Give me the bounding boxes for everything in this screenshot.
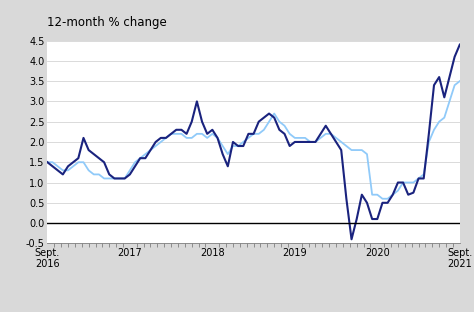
Legend: CPI, CPI excluding gasoline: CPI, CPI excluding gasoline [166, 309, 341, 312]
Text: 12-month % change: 12-month % change [47, 16, 167, 29]
